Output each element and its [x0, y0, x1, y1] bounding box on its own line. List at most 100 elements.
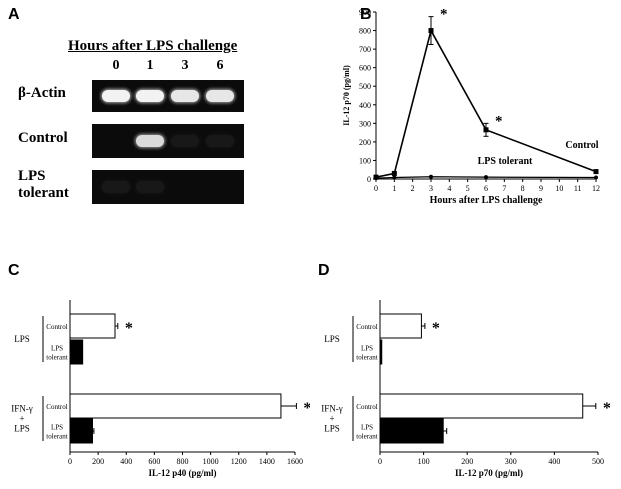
data-point — [484, 175, 488, 180]
panel-c-letter: C — [8, 262, 20, 279]
bar — [69, 418, 93, 444]
bar-label: tolerant — [46, 354, 67, 362]
data-point — [374, 176, 378, 181]
y-tick-label: 300 — [359, 119, 371, 128]
x-tick-label: 0 — [378, 457, 382, 466]
x-tick-label: 3 — [429, 184, 433, 193]
bar-label: LPS — [361, 345, 373, 353]
x-tick-label: 300 — [505, 457, 517, 466]
group-label: + — [329, 414, 334, 424]
x-tick-label: 400 — [548, 457, 560, 466]
gel-band — [136, 90, 164, 102]
lane-label-0: 0 — [112, 58, 120, 73]
x-tick-label: 1400 — [259, 457, 275, 466]
y-tick-label: 100 — [359, 156, 371, 165]
x-tick-label: 500 — [592, 457, 604, 466]
data-point — [428, 28, 434, 34]
data-point — [594, 175, 598, 180]
series-label: LPS tolerant — [478, 156, 533, 167]
bar-label: Control — [46, 403, 67, 411]
y-tick-label: 400 — [359, 101, 371, 110]
bar — [379, 393, 584, 419]
bar-label: Control — [356, 323, 377, 331]
bar — [379, 418, 444, 444]
gel-band — [136, 181, 164, 193]
x-tick-label: 1600 — [287, 457, 303, 466]
panel-d-letter: D — [318, 262, 330, 279]
significance-marker: * — [440, 7, 448, 23]
bar-label: LPS — [361, 424, 373, 432]
data-point — [392, 175, 397, 180]
x-tick-label: 400 — [120, 457, 132, 466]
significance-marker: * — [303, 400, 310, 417]
x-tick-label: 5 — [466, 184, 470, 193]
bar — [69, 339, 84, 365]
gel-strip-control — [92, 124, 244, 158]
lane-label-3: 3 — [181, 58, 189, 73]
gel-band — [136, 135, 164, 147]
bar — [379, 313, 422, 339]
y-tick-label: 600 — [359, 64, 371, 73]
x-tick-label: 200 — [92, 457, 104, 466]
bar — [69, 313, 116, 339]
x-tick-label: 200 — [461, 457, 473, 466]
y-tick-label: 700 — [359, 45, 371, 54]
bar-label: LPS — [51, 345, 63, 353]
group-label: IFN-γ — [11, 404, 32, 414]
data-point — [429, 174, 433, 179]
x-tick-label: 8 — [521, 184, 525, 193]
bar-label: tolerant — [356, 433, 377, 441]
bar — [379, 339, 383, 365]
gel-band — [206, 135, 234, 147]
x-tick-label: 4 — [447, 184, 451, 193]
data-point — [391, 170, 397, 176]
y-tick-label: 500 — [359, 82, 371, 91]
significance-marker: * — [495, 113, 503, 129]
data-point — [483, 127, 489, 133]
x-tick-label: 800 — [177, 457, 189, 466]
group-label: LPS — [14, 334, 30, 344]
significance-marker: * — [432, 320, 440, 337]
y-tick-label: 800 — [359, 27, 371, 36]
group-label: LPS — [324, 424, 340, 434]
x-tick-label: 100 — [418, 457, 430, 466]
x-tick-label: 1200 — [231, 457, 247, 466]
bar-chart-il12-p40: 0 200 400 600 800 1000 1200 1400 1600 IL-12 p40 (… — [11, 300, 310, 478]
x-tick-label: 1000 — [203, 457, 219, 466]
gel-band — [102, 90, 130, 102]
y-axis-label: IL-12 p70 (pg/ml) — [342, 65, 351, 126]
panel-b-letter: B — [360, 6, 372, 23]
group-label: LPS — [324, 334, 340, 344]
x-tick-label: 6 — [484, 184, 488, 193]
y-tick-label: 0 — [367, 175, 371, 184]
row-label-beta-actin: β-Actin — [18, 85, 66, 101]
bar-chart-il12-p70: 0 100 200 300 400 500 IL-12 p70 (pg/ml) LPS Cont… — [321, 300, 611, 478]
x-tick-label: 7 — [502, 184, 506, 193]
row-label-control: Control — [18, 130, 68, 146]
y-tick-label: 900 — [359, 8, 371, 17]
gel-band — [102, 181, 130, 193]
panel-a-letter: A — [8, 6, 20, 23]
gel-band — [171, 135, 199, 147]
x-tick-label: 10 — [555, 184, 563, 193]
gel-title: Hours after LPS challenge — [68, 38, 238, 54]
x-tick-label: 9 — [539, 184, 543, 193]
significance-marker: * — [603, 400, 611, 417]
x-tick-label: 1 — [392, 184, 396, 193]
bar — [69, 393, 282, 419]
bar-label: Control — [356, 403, 377, 411]
gel-strip-lps-tolerant — [92, 170, 244, 204]
gel-band — [171, 90, 199, 102]
bar-label: Control — [46, 323, 67, 331]
x-axis-label: IL-12 p70 (pg/ml) — [455, 468, 523, 478]
lane-label-1: 1 — [146, 58, 154, 73]
significance-marker: * — [125, 320, 133, 337]
group-label: + — [19, 414, 24, 424]
data-point — [593, 169, 599, 175]
y-tick-label: 200 — [359, 138, 371, 147]
group-label: IFN-γ — [321, 404, 342, 414]
x-tick-label: 600 — [148, 457, 160, 466]
gel-strip-beta-actin — [92, 80, 244, 112]
row-label-lps-tolerant: LPS tolerant — [18, 168, 69, 201]
bar-label: tolerant — [46, 433, 67, 441]
